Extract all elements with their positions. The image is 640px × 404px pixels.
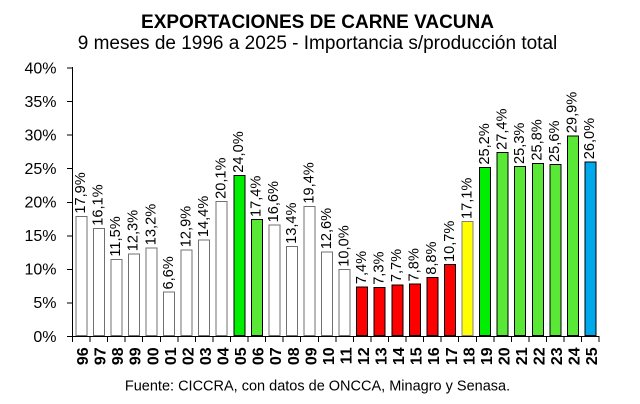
svg-text:10,0%: 10,0% [336, 225, 352, 266]
svg-text:9 meses de 1996 a 2025 - Impor: 9 meses de 1996 a 2025 - Importancia s/p… [78, 33, 558, 54]
svg-text:16,1%: 16,1% [91, 184, 107, 225]
svg-text:06: 06 [251, 347, 268, 365]
svg-text:35%: 35% [24, 94, 56, 111]
svg-text:16: 16 [426, 347, 443, 365]
svg-text:12,9%: 12,9% [178, 206, 194, 247]
svg-text:22: 22 [532, 347, 549, 365]
svg-text:25,3%: 25,3% [512, 123, 528, 164]
svg-text:05: 05 [233, 347, 250, 365]
svg-text:30%: 30% [24, 127, 56, 144]
svg-text:20: 20 [496, 347, 513, 365]
svg-text:17: 17 [444, 347, 461, 365]
svg-text:Fuente: CICCRA, con datos de O: Fuente: CICCRA, con datos de ONCCA, Mina… [125, 378, 510, 394]
svg-text:00: 00 [145, 347, 162, 365]
svg-text:17,9%: 17,9% [73, 172, 89, 213]
svg-text:14: 14 [391, 347, 408, 365]
svg-text:20,1%: 20,1% [214, 157, 230, 198]
svg-text:12,6%: 12,6% [319, 208, 335, 249]
svg-text:15: 15 [409, 347, 426, 365]
svg-text:98: 98 [110, 347, 127, 365]
svg-text:09: 09 [303, 347, 320, 365]
svg-text:7,3%: 7,3% [372, 252, 388, 285]
svg-text:14,4%: 14,4% [196, 196, 212, 237]
svg-text:0%: 0% [33, 329, 56, 346]
svg-text:13: 13 [374, 347, 391, 365]
svg-text:20%: 20% [24, 195, 56, 212]
svg-text:25,2%: 25,2% [477, 123, 493, 164]
svg-text:99: 99 [128, 347, 145, 365]
svg-text:10,7%: 10,7% [442, 221, 458, 262]
svg-text:11: 11 [338, 347, 355, 364]
svg-text:19,4%: 19,4% [301, 162, 317, 203]
svg-text:97: 97 [93, 347, 110, 365]
svg-text:13,2%: 13,2% [143, 204, 159, 245]
svg-text:7,7%: 7,7% [389, 249, 405, 282]
svg-text:15%: 15% [24, 228, 56, 245]
svg-text:01: 01 [163, 347, 180, 365]
svg-text:25%: 25% [24, 161, 56, 178]
svg-text:17,1%: 17,1% [459, 178, 475, 219]
svg-text:EXPORTACIONES DE CARNE VACUNA: EXPORTACIONES DE CARNE VACUNA [141, 12, 494, 33]
svg-text:29,9%: 29,9% [565, 92, 581, 133]
svg-text:26,0%: 26,0% [582, 118, 598, 159]
svg-text:16,6%: 16,6% [266, 181, 282, 222]
svg-text:96: 96 [75, 347, 92, 365]
svg-text:19: 19 [479, 347, 496, 365]
svg-text:7,4%: 7,4% [354, 251, 370, 284]
svg-text:21: 21 [514, 347, 531, 365]
svg-text:03: 03 [198, 347, 215, 365]
svg-text:25: 25 [584, 347, 601, 365]
svg-text:12: 12 [356, 347, 373, 365]
svg-text:11,5%: 11,5% [108, 216, 124, 256]
svg-text:08: 08 [286, 347, 303, 365]
svg-text:02: 02 [180, 347, 197, 365]
svg-text:10%: 10% [24, 262, 56, 279]
svg-text:24: 24 [567, 347, 584, 365]
svg-text:25,8%: 25,8% [530, 119, 546, 160]
svg-text:40%: 40% [24, 60, 56, 77]
svg-text:7,8%: 7,8% [407, 248, 423, 281]
svg-text:12,3%: 12,3% [126, 210, 142, 251]
svg-text:17,4%: 17,4% [249, 176, 265, 217]
svg-text:04: 04 [216, 347, 233, 365]
svg-text:27,4%: 27,4% [494, 108, 510, 149]
svg-text:13,4%: 13,4% [284, 202, 300, 243]
svg-text:10: 10 [321, 347, 338, 365]
svg-text:6,6%: 6,6% [161, 256, 177, 289]
svg-text:25,6%: 25,6% [547, 121, 563, 162]
svg-text:24,0%: 24,0% [231, 131, 247, 172]
svg-text:18: 18 [461, 347, 478, 365]
svg-text:23: 23 [549, 347, 566, 365]
svg-text:8,8%: 8,8% [424, 241, 440, 274]
svg-text:07: 07 [268, 347, 285, 365]
svg-text:5%: 5% [33, 295, 56, 312]
